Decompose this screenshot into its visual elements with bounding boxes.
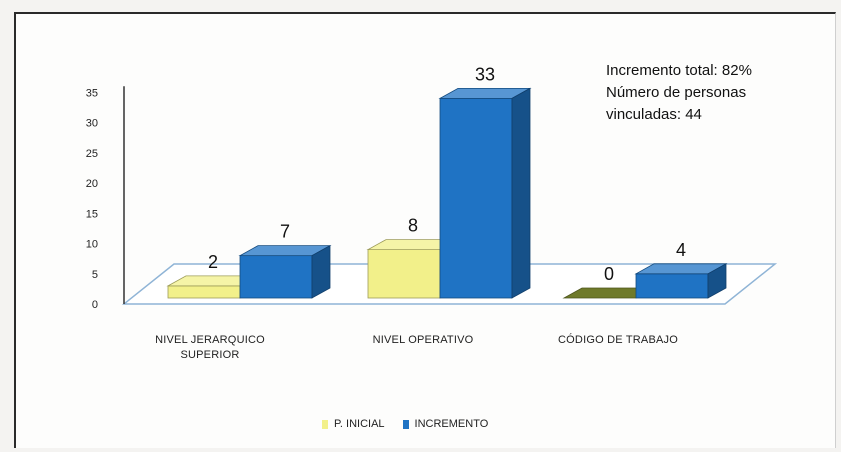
category-label-nivel-operativo: NIVEL OPERATIVO	[372, 334, 474, 346]
y-tick-label: 30	[86, 118, 98, 130]
y-tick-label: 10	[86, 239, 98, 251]
data-label-incremento-1: 33	[475, 64, 495, 84]
bar-inicial-0-front	[167, 285, 241, 299]
annotation-line-3: vinculadas: 44	[606, 106, 702, 123]
data-label-inicial-0: 2	[208, 252, 218, 272]
bar-incremento-0-side	[311, 244, 331, 299]
y-tick-label: 5	[92, 269, 98, 281]
bar-incremento-2-side	[707, 263, 727, 299]
bar-incremento-1	[438, 87, 532, 299]
bar-incremento-1-side	[511, 87, 531, 299]
category-label-codigo-trabajo: CÓDIGO DE TRABAJO	[558, 334, 678, 346]
bar-incremento-1-front	[439, 97, 513, 299]
y-tick-label: 35	[86, 87, 98, 99]
legend-swatch-incremento	[402, 419, 409, 429]
legend-swatch-inicial	[322, 419, 328, 429]
y-tick-label: 25	[86, 148, 98, 160]
bar-inicial-1-front	[367, 249, 441, 299]
bar-incremento-2-front	[635, 273, 709, 299]
annotation-box: Incremento total: 82% Número de personas…	[606, 60, 816, 126]
data-label-inicial-2: 0	[604, 264, 614, 284]
category-label-nivel-jerarquico: NIVEL JERARQUICO SUPERIOR	[155, 334, 265, 361]
bar-inicial-1	[366, 238, 460, 299]
chart-legend: P. INICIAL INCREMENTO	[322, 418, 488, 430]
bar-incremento-0	[238, 244, 332, 299]
data-label-incremento-0: 7	[280, 222, 290, 242]
bar-incremento-0-front	[239, 255, 313, 299]
y-tick-label: 15	[86, 208, 98, 220]
data-label-incremento-2: 4	[676, 240, 686, 260]
annotation-line-2: Número de personas	[606, 84, 747, 101]
annotation-line-1: Incremento total: 82%	[606, 62, 752, 79]
y-tick-label: 20	[86, 178, 98, 190]
chart-frame	[14, 12, 836, 448]
y-tick-label: 0	[92, 299, 98, 311]
data-label-inicial-1: 8	[408, 216, 418, 236]
legend-label-inicial: P. INICIAL	[334, 418, 385, 430]
bar-incremento-2	[634, 263, 728, 299]
legend-label-incremento: INCREMENTO	[414, 418, 489, 430]
